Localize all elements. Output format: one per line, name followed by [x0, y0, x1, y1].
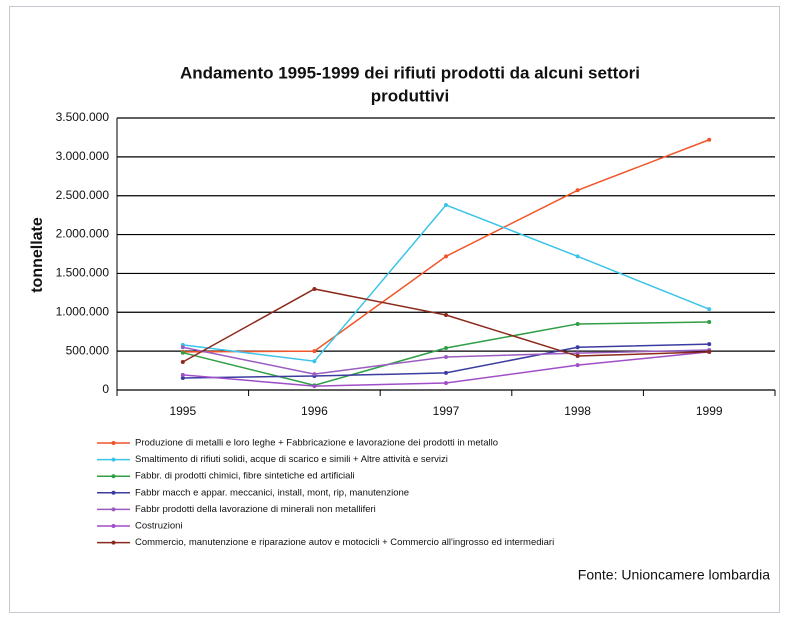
- y-tick-label: 3.000.000: [56, 149, 110, 163]
- point: [575, 351, 580, 356]
- y-axis-label: tonnellate: [29, 217, 46, 293]
- point: [707, 342, 712, 347]
- point: [444, 254, 448, 259]
- source: Fonte: Unioncamere lombardia: [578, 567, 770, 583]
- point: [180, 350, 185, 355]
- legend-label: Smaltimento di rifiuti solidi, acque di …: [135, 454, 448, 465]
- chart-title: produttivi: [371, 86, 449, 105]
- point: [444, 313, 448, 318]
- point: [707, 307, 712, 312]
- legend-marker: [111, 490, 116, 495]
- y-tick-label: 3.500.000: [56, 110, 110, 124]
- x-tick-label: 1999: [696, 404, 723, 418]
- legend-label: Fabbr. di prodotti chimici, fibre sintet…: [135, 471, 355, 482]
- series-line: [182, 139, 710, 353]
- y-tick-label: 2.000.000: [56, 227, 110, 241]
- point: [312, 359, 317, 364]
- legend-marker: [111, 524, 116, 528]
- point: [180, 360, 185, 365]
- x-tick-label: 1997: [433, 404, 460, 418]
- point: [444, 203, 448, 208]
- legend-label: Produzione di metalli e loro leghe + Fab…: [135, 438, 498, 449]
- point: [180, 375, 185, 380]
- point: [312, 349, 317, 354]
- point: [312, 384, 317, 389]
- point: [575, 321, 580, 326]
- point: [575, 254, 580, 259]
- point: [707, 320, 712, 324]
- series-line: [182, 204, 710, 363]
- y-tick-label: 1.000.000: [56, 304, 110, 318]
- legend-marker: [111, 457, 116, 462]
- point: [180, 345, 185, 350]
- point: [575, 363, 580, 368]
- point: [575, 188, 580, 193]
- legend-label: Fabbr prodotti della lavorazione di mine…: [135, 504, 376, 515]
- x-tick-label: 1995: [169, 404, 196, 418]
- y-tick-label: 0: [102, 382, 109, 396]
- point: [312, 286, 317, 291]
- point: [575, 345, 580, 350]
- legend-marker: [111, 474, 116, 479]
- point: [444, 346, 448, 351]
- legend-label: Fabbr macch e appar. meccanici, install,…: [135, 487, 409, 498]
- frame: [9, 6, 780, 613]
- legend-marker: [111, 441, 116, 445]
- point: [575, 354, 580, 359]
- point: [707, 349, 712, 354]
- y-tick-label: 2.500.000: [56, 188, 110, 202]
- point: [444, 381, 448, 386]
- legend-label: Commercio, manutenzione e riparazione au…: [135, 537, 554, 548]
- x-tick-label: 1996: [301, 404, 328, 418]
- legend-marker: [111, 540, 116, 545]
- x-tick-label: 1998: [564, 404, 591, 418]
- y-tick-label: 1.500.000: [56, 266, 110, 280]
- point: [707, 137, 712, 142]
- y-tick-label: 500.000: [66, 343, 110, 357]
- point: [312, 372, 317, 377]
- point: [180, 372, 185, 377]
- legend-marker: [111, 507, 116, 512]
- point: [444, 370, 448, 375]
- point: [444, 354, 448, 359]
- legend-label: Costruzioni: [135, 521, 183, 532]
- chart-title: Andamento 1995-1999 dei rifiuti prodotti…: [180, 63, 640, 82]
